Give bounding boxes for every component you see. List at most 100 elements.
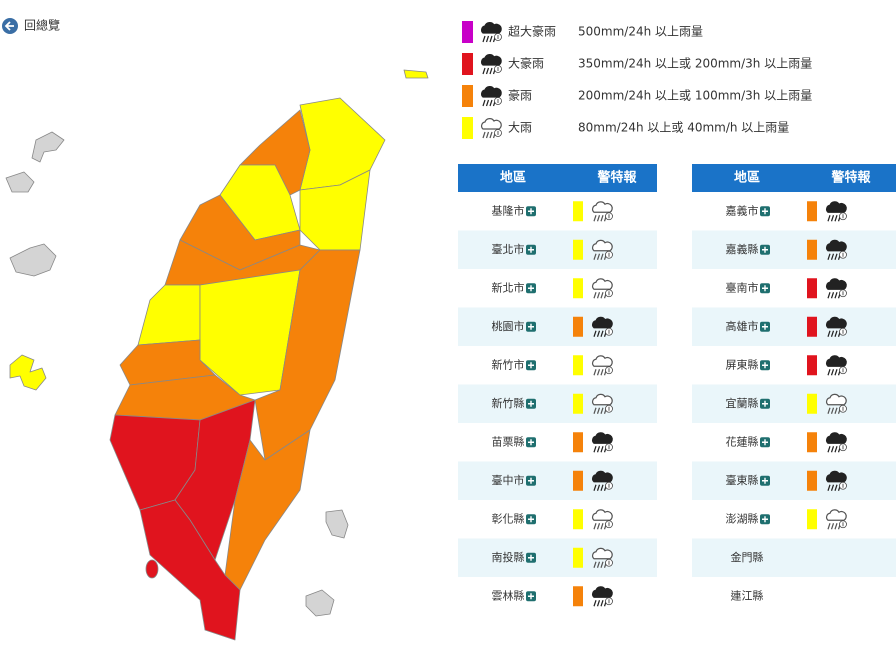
county-name: 桃園市 bbox=[492, 319, 525, 333]
county-link[interactable]: 嘉義縣 bbox=[726, 242, 771, 256]
expand-plus bbox=[528, 285, 534, 292]
county-name: 基隆市 bbox=[492, 203, 525, 217]
county-link[interactable]: 基隆市 bbox=[492, 203, 537, 217]
county-link[interactable]: 新北市 bbox=[492, 280, 537, 294]
warning-swatch bbox=[573, 239, 583, 260]
rain-drop bbox=[827, 292, 831, 299]
table-row bbox=[458, 192, 657, 231]
county-link[interactable]: 屏東縣 bbox=[726, 357, 771, 371]
county-link: 金門縣 bbox=[731, 550, 764, 564]
rain-drop bbox=[827, 484, 831, 491]
cloud bbox=[592, 316, 613, 329]
back-text[interactable]: 回總覽 bbox=[24, 18, 60, 33]
expand-plus bbox=[528, 362, 534, 369]
table-row bbox=[458, 269, 657, 308]
county-link[interactable]: 新竹市 bbox=[492, 357, 537, 371]
map-region[interactable] bbox=[9, 243, 57, 277]
warning-swatch bbox=[573, 201, 583, 222]
rain-icon bbox=[826, 201, 847, 222]
county-link[interactable]: 南投縣 bbox=[492, 550, 537, 564]
map-region[interactable] bbox=[305, 589, 335, 617]
warning-swatch bbox=[807, 470, 817, 491]
map-region[interactable] bbox=[139, 499, 241, 641]
rain-drop bbox=[600, 446, 604, 453]
county-link[interactable]: 彰化縣 bbox=[492, 511, 537, 525]
county-link[interactable]: 嘉義市 bbox=[726, 203, 771, 217]
county-link[interactable]: 臺東縣 bbox=[726, 473, 771, 487]
cloud bbox=[592, 586, 613, 598]
county-link[interactable]: 花蓮縣 bbox=[726, 434, 771, 448]
rain-drop bbox=[600, 292, 604, 299]
table-row bbox=[458, 461, 657, 500]
rain-drop bbox=[827, 330, 831, 337]
county-name: 屏東縣 bbox=[726, 357, 759, 371]
expand-plus bbox=[528, 554, 534, 561]
county-link[interactable]: 臺北市 bbox=[492, 242, 537, 256]
map-region[interactable] bbox=[31, 131, 65, 163]
cloud bbox=[826, 393, 847, 406]
expand-plus bbox=[762, 477, 768, 484]
cloud bbox=[826, 355, 847, 367]
county-name: 新竹市 bbox=[492, 357, 525, 371]
county-name: 南投縣 bbox=[492, 550, 525, 564]
rain-drop bbox=[830, 523, 835, 530]
warning-swatch bbox=[807, 239, 817, 260]
county-link[interactable]: 新竹縣 bbox=[492, 396, 537, 410]
rain-drop bbox=[593, 523, 597, 530]
cloud bbox=[481, 54, 502, 66]
map-region[interactable] bbox=[137, 284, 201, 346]
rain-drop bbox=[593, 600, 597, 607]
legend-label: 大雨 bbox=[508, 121, 532, 135]
rain-drop bbox=[596, 484, 601, 491]
rain-icon bbox=[592, 547, 613, 568]
county-link[interactable]: 桃園市 bbox=[492, 319, 537, 333]
map-region[interactable] bbox=[9, 354, 47, 391]
map-region[interactable] bbox=[145, 559, 159, 579]
rain-drop bbox=[830, 407, 835, 414]
warning-swatch bbox=[573, 586, 583, 607]
table-row bbox=[458, 538, 657, 577]
map-region[interactable] bbox=[5, 171, 35, 193]
warning-swatch bbox=[807, 201, 817, 222]
county-name: 臺東縣 bbox=[726, 473, 759, 487]
warning-swatch bbox=[573, 393, 583, 414]
rain-drop bbox=[489, 99, 493, 107]
legend-swatch bbox=[462, 21, 473, 43]
rain-drop bbox=[593, 215, 597, 222]
county-link[interactable]: 高雄市 bbox=[726, 319, 771, 333]
county-link[interactable]: 澎湖縣 bbox=[726, 511, 771, 525]
cloud bbox=[592, 509, 613, 521]
rain-drop bbox=[593, 292, 597, 299]
map-region[interactable] bbox=[325, 509, 349, 539]
rain-drop bbox=[596, 292, 601, 299]
rain-icon bbox=[592, 201, 613, 222]
rain-drop bbox=[600, 484, 604, 491]
cloud bbox=[592, 547, 613, 560]
warning-swatch bbox=[807, 509, 817, 530]
rain-drop bbox=[827, 407, 831, 414]
rain-drop bbox=[596, 253, 601, 260]
rain-drop bbox=[482, 99, 486, 107]
expand-plus bbox=[762, 246, 768, 253]
rain-drop bbox=[485, 35, 490, 43]
county-link[interactable]: 臺南市 bbox=[726, 280, 771, 294]
county-link[interactable]: 苗栗縣 bbox=[492, 434, 537, 448]
rain-icon bbox=[826, 239, 847, 260]
rain-drop bbox=[600, 407, 604, 414]
map-region[interactable] bbox=[299, 97, 386, 191]
cloud bbox=[826, 278, 847, 290]
rain-drop bbox=[600, 330, 604, 337]
rain-drop bbox=[830, 446, 835, 453]
back-link[interactable]: 回總覽 bbox=[2, 18, 60, 35]
map-region[interactable] bbox=[403, 69, 429, 79]
cloud bbox=[592, 355, 613, 367]
county-link[interactable]: 雲林縣 bbox=[492, 588, 537, 602]
cloud bbox=[481, 22, 502, 34]
rain-icon bbox=[826, 432, 847, 453]
county-link[interactable]: 臺中市 bbox=[492, 473, 537, 487]
county-link[interactable]: 宜蘭縣 bbox=[726, 396, 771, 410]
table-header bbox=[692, 164, 896, 192]
cloud bbox=[481, 118, 502, 130]
county-name: 臺中市 bbox=[492, 473, 525, 487]
